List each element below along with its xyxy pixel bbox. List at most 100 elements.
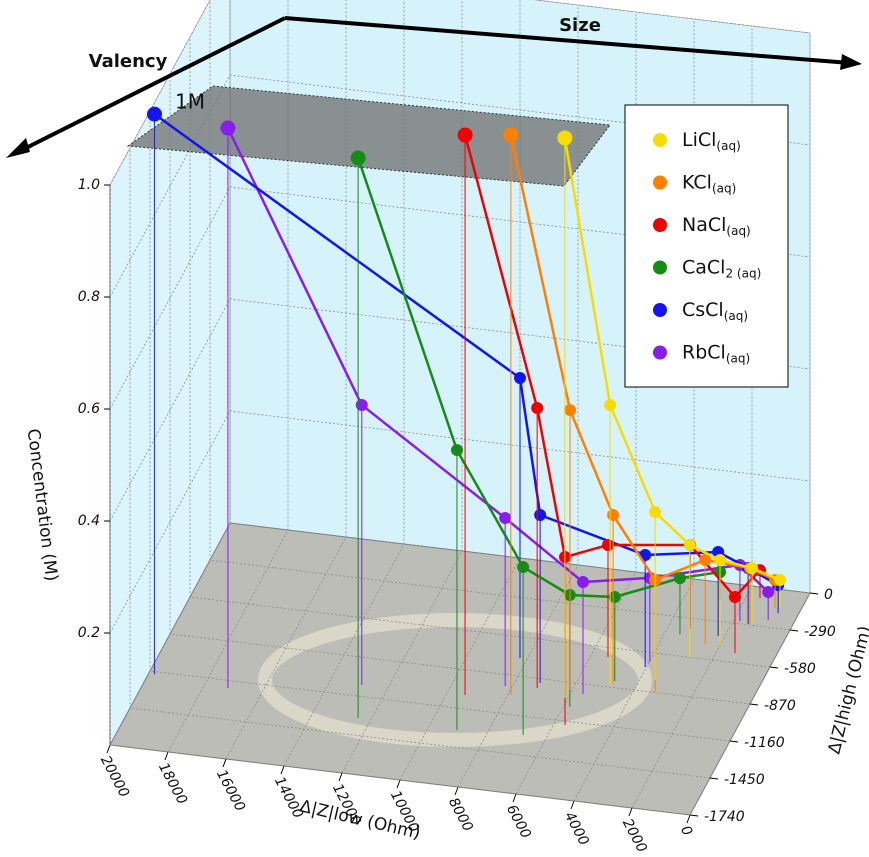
legend-label: LiCl(aq) — [682, 129, 741, 153]
legend-label: CaCl2 (aq) — [682, 256, 761, 280]
legend-label: RbCl(aq) — [682, 341, 750, 365]
legend-marker — [653, 175, 667, 190]
point — [531, 401, 544, 414]
legend-box — [624, 104, 789, 388]
x-tick-label: 2000 — [619, 816, 650, 855]
y-tick-label: -1450 — [724, 772, 765, 788]
point — [604, 398, 617, 411]
legend-label: NaCl(aq) — [682, 214, 751, 238]
tick-mark — [686, 814, 691, 824]
z-tick-label: 0.4 — [78, 513, 100, 529]
legend-marker — [653, 218, 667, 232]
x-tick-label: 8000 — [445, 795, 476, 834]
annotation: Valency — [89, 51, 168, 72]
tick-mark — [222, 758, 227, 768]
point — [608, 591, 621, 604]
grid-line — [109, 185, 691, 816]
z-tick-label: 1.0 — [78, 177, 100, 193]
x-tick-label: 18000 — [155, 760, 190, 807]
floor-decoration — [258, 613, 652, 747]
y-tick-label: -290 — [804, 624, 836, 640]
legend-name: CaCl — [682, 256, 725, 278]
point — [350, 150, 366, 166]
legend-name: KCl — [682, 171, 712, 193]
x-tick-label: 0 — [677, 823, 695, 838]
legend-name: LiCl — [682, 129, 716, 151]
point — [762, 586, 775, 599]
legend-name: CsCl — [682, 299, 724, 321]
point — [220, 120, 236, 136]
legend-subscript: (aq) — [726, 224, 750, 238]
point — [601, 538, 614, 551]
point — [499, 512, 512, 525]
tick-mark — [628, 807, 633, 817]
z-tick-label: 0.2 — [78, 625, 100, 641]
y-tick-label: 0 — [824, 587, 833, 603]
point — [746, 562, 759, 575]
plot-data: 0200040006000800010000120001400016000180… — [78, 106, 836, 855]
legend-subscript: 2 (aq) — [725, 266, 761, 280]
z-tick-label: 0.8 — [78, 289, 100, 305]
legend-marker — [653, 133, 667, 147]
tick-mark — [789, 629, 799, 632]
annotation: Size — [559, 15, 601, 36]
tick-mark — [570, 800, 575, 810]
point — [607, 508, 620, 521]
point — [503, 127, 519, 143]
legend-name: RbCl — [682, 341, 726, 363]
legend-label: KCl(aq) — [682, 171, 736, 195]
tick-mark — [709, 777, 719, 780]
tick-mark — [454, 786, 459, 796]
tick-mark — [729, 740, 739, 743]
y-tick-label: -1160 — [744, 735, 785, 751]
tick-mark — [106, 744, 111, 754]
x-tick-label: 20000 — [97, 753, 132, 800]
x-tick-label: 16000 — [213, 767, 248, 814]
z-axis-title: Concentration (M) — [23, 428, 62, 583]
z-tick-label: 0.6 — [78, 401, 100, 417]
tick-mark — [689, 814, 699, 817]
tick-mark — [749, 703, 759, 706]
grid-line — [129, 148, 711, 779]
point — [355, 399, 368, 412]
x-tick-label: 6000 — [503, 802, 534, 841]
tick-mark — [769, 666, 779, 669]
legend-name: NaCl — [682, 214, 726, 236]
arrow-head — [840, 54, 862, 70]
point — [517, 561, 530, 574]
x-tick-label: 4000 — [561, 809, 592, 848]
point — [649, 506, 662, 519]
plane-1m — [126, 85, 611, 187]
point — [457, 127, 473, 143]
grid-line — [109, 186, 811, 410]
legend-subscript: (aq) — [726, 351, 750, 365]
y-tick-label: -580 — [784, 661, 816, 677]
y-tick-label: -870 — [764, 698, 796, 714]
grid-line — [341, 0, 463, 774]
tick-mark — [396, 779, 401, 789]
tick-mark — [280, 765, 285, 775]
point — [773, 573, 786, 586]
point — [699, 553, 712, 566]
point — [714, 553, 727, 566]
legend: LiCl(aq)KCl(aq)NaCl(aq)CaCl2 (aq)CsCl(aq… — [624, 104, 789, 388]
size-arrow — [284, 16, 851, 65]
legend-subscript: (aq) — [716, 139, 740, 153]
point — [564, 404, 577, 417]
legend-marker — [653, 345, 667, 360]
point — [534, 509, 547, 522]
grid-line — [169, 74, 751, 705]
grid-line — [109, 410, 811, 634]
tick-mark — [338, 772, 343, 782]
point — [673, 572, 686, 585]
grid-line — [109, 74, 811, 298]
annotation: 1M — [175, 90, 205, 114]
legend-marker — [653, 303, 667, 317]
point — [683, 539, 696, 552]
legend-subscript: (aq) — [724, 309, 748, 323]
point — [557, 130, 573, 146]
point — [577, 576, 590, 589]
legend-subscript: (aq) — [712, 181, 736, 195]
valency-arrow — [15, 16, 286, 155]
